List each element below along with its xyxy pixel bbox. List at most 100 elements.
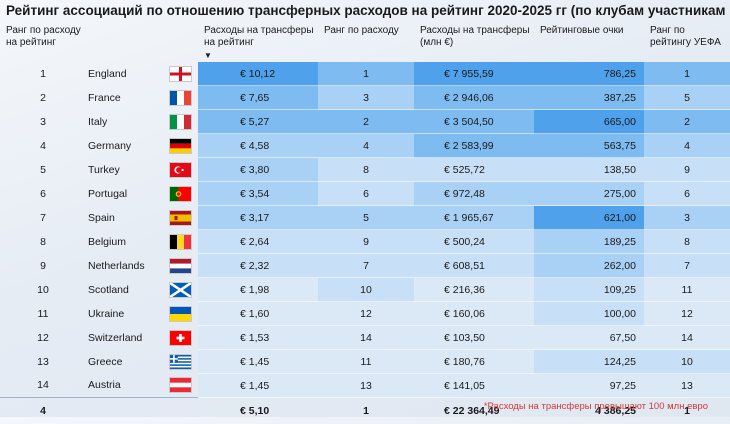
row-country: Italy	[86, 110, 162, 134]
header-total[interactable]: Расходы на трансферы (млн €)	[414, 22, 534, 62]
row-fee-rank: 12	[318, 302, 414, 326]
turkey-flag	[169, 162, 192, 178]
row-total: € 3 504,50	[414, 110, 534, 134]
row-uefa: 1	[644, 62, 730, 86]
row-fee: € 7,65	[198, 86, 318, 110]
row-flag	[162, 158, 198, 182]
row-fee-rank: 5	[318, 206, 414, 230]
row-uefa: 13	[644, 374, 730, 398]
row-flag	[162, 182, 198, 206]
row-uefa: 4	[644, 134, 730, 158]
row-points: 275,00	[534, 182, 644, 206]
row-uefa: 8	[644, 230, 730, 254]
row-country: Germany	[86, 134, 162, 158]
row-total: € 141,05	[414, 374, 534, 398]
row-uefa: 10	[644, 350, 730, 374]
row-rank: 4	[0, 134, 86, 158]
row-flag	[162, 110, 198, 134]
row-total: € 500,24	[414, 230, 534, 254]
italy-flag	[169, 114, 192, 130]
row-fee: € 1,45	[198, 374, 318, 398]
row-points: 786,25	[534, 62, 644, 86]
row-fee-rank: 7	[318, 254, 414, 278]
netherlands-flag	[169, 258, 192, 274]
total-flag	[162, 398, 198, 424]
header-fee-rank[interactable]: Ранг по расходу	[318, 22, 414, 62]
row-points: 100,00	[534, 302, 644, 326]
header-uefa[interactable]: Ранг по рейтингу УЕФА	[644, 22, 730, 62]
row-country: Switzerland	[86, 326, 162, 350]
austria-flag	[169, 377, 192, 393]
row-uefa: 6	[644, 182, 730, 206]
row-rank: 8	[0, 230, 86, 254]
header-country	[86, 22, 162, 62]
row-fee-rank: 4	[318, 134, 414, 158]
row-fee: € 2,32	[198, 254, 318, 278]
row-fee: € 2,64	[198, 230, 318, 254]
row-country: Turkey	[86, 158, 162, 182]
row-total: € 180,76	[414, 350, 534, 374]
row-rank: 7	[0, 206, 86, 230]
row-country: Ukraine	[86, 302, 162, 326]
row-uefa: 3	[644, 206, 730, 230]
row-country: Netherlands	[86, 254, 162, 278]
row-flag	[162, 230, 198, 254]
header-flag	[162, 22, 198, 62]
header-points[interactable]: Рейтинговые очки	[534, 22, 644, 62]
row-points: 621,00	[534, 206, 644, 230]
row-fee-rank: 2	[318, 110, 414, 134]
ranking-table: Ранг по расходу на рейтинг Расходы на тр…	[0, 22, 730, 424]
row-country: England	[86, 62, 162, 86]
row-rank: 6	[0, 182, 86, 206]
row-country: Spain	[86, 206, 162, 230]
scotland-flag	[169, 282, 192, 298]
row-fee-rank: 1	[318, 62, 414, 86]
row-uefa: 7	[644, 254, 730, 278]
row-flag	[162, 134, 198, 158]
row-total: € 103,50	[414, 326, 534, 350]
header-fee-label: Расходы на трансферы на рейтинг	[204, 25, 314, 48]
row-flag	[162, 278, 198, 302]
header-rank[interactable]: Ранг по расходу на рейтинг	[0, 22, 86, 62]
row-fee-rank: 14	[318, 326, 414, 350]
row-fee-rank: 9	[318, 230, 414, 254]
row-rank: 12	[0, 326, 86, 350]
total-country	[86, 398, 162, 424]
switzerland-flag	[169, 330, 192, 346]
row-rank: 14	[0, 374, 86, 398]
spain-flag	[169, 210, 192, 226]
row-flag	[162, 62, 198, 86]
germany-flag	[169, 138, 192, 154]
row-rank: 5	[0, 158, 86, 182]
row-uefa: 14	[644, 326, 730, 350]
row-total: € 7 955,59	[414, 62, 534, 86]
row-rank: 3	[0, 110, 86, 134]
row-total: € 2 583,99	[414, 134, 534, 158]
total-fee: € 5,10	[198, 398, 318, 424]
row-points: 387,25	[534, 86, 644, 110]
row-points: 97,25	[534, 374, 644, 398]
sort-desc-icon[interactable]: ▼	[204, 50, 314, 62]
row-country: Belgium	[86, 230, 162, 254]
row-rank: 2	[0, 86, 86, 110]
row-points: 189,25	[534, 230, 644, 254]
header-fee[interactable]: Расходы на трансферы на рейтинг ▼	[198, 22, 318, 62]
row-fee: € 3,17	[198, 206, 318, 230]
row-fee: € 3,54	[198, 182, 318, 206]
row-uefa: 12	[644, 302, 730, 326]
greece-flag	[169, 354, 192, 370]
row-fee: € 1,98	[198, 278, 318, 302]
row-uefa: 5	[644, 86, 730, 110]
row-points: 665,00	[534, 110, 644, 134]
row-points: 138,50	[534, 158, 644, 182]
page-title: Рейтинг ассоциаций по отношению трансфер…	[6, 3, 730, 18]
